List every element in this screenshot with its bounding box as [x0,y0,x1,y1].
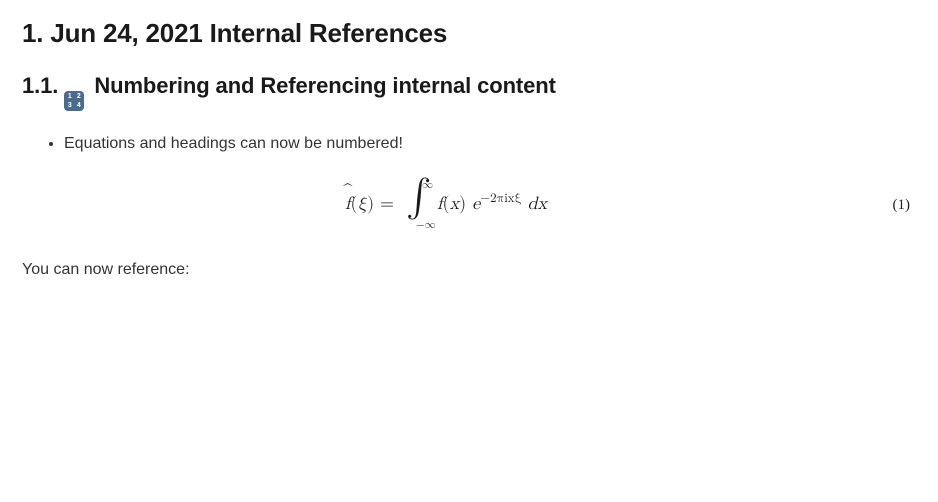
equation-number: (1) [870,197,916,214]
eq-int-lower: −∞ [416,219,436,232]
equation-row: f(ξ) = ∫ ∞ −∞ f(x) e−2πixξ dx (1) [22,175,916,235]
icon-cell-1: 1 [65,92,74,101]
eq-lhs-fn: f [345,193,351,215]
heading-1-number: 1. [22,18,43,48]
heading-2: 1.1. 1 2 3 4 Numbering and Referencing i… [22,73,916,111]
heading-1-text: Jun 24, 2021 Internal References [50,18,447,48]
paragraph-text: You can now reference: [22,261,916,279]
numbers-1234-icon: 1 2 3 4 [64,75,84,111]
list-item-text: Equations and headings can now be number… [64,135,403,152]
heading-2-text: Numbering and Referencing internal conte… [94,73,556,98]
icon-cell-3: 3 [65,101,74,110]
icon-cell-4: 4 [74,101,83,110]
bullet-list: Equations and headings can now be number… [22,133,916,155]
eq-differential: dx [528,195,548,213]
eq-int-upper: ∞ [422,179,433,192]
eq-exp-text: −2πixξ [480,192,521,205]
document-page: 1. Jun 24, 2021 Internal References 1.1.… [0,0,938,279]
list-item: Equations and headings can now be number… [64,133,916,155]
icon-cell-2: 2 [74,92,83,101]
eq-exp-base: e [472,195,480,213]
heading-1: 1. Jun 24, 2021 Internal References [22,18,916,49]
heading-2-number: 1.1. [22,73,58,98]
eq-integrand-arg: x [450,195,460,213]
eq-equals: = [380,195,394,213]
integral-icon: ∫ ∞ −∞ [406,184,428,226]
eq-lhs-arg: ξ [358,195,368,213]
equation-body: f(ξ) = ∫ ∞ −∞ f(x) e−2πixξ dx [22,184,870,226]
